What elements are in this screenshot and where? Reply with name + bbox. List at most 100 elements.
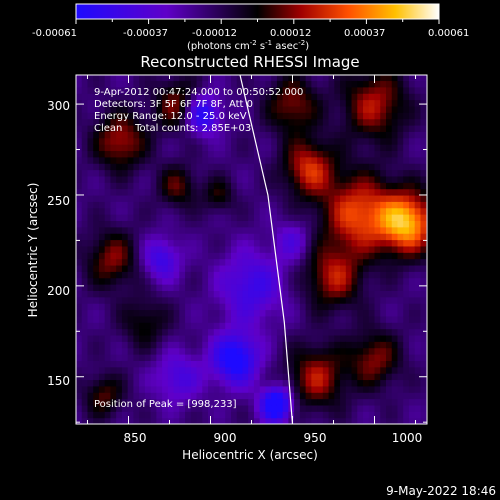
heatmap-cell — [104, 75, 112, 82]
heatmap-cell — [351, 392, 358, 400]
heatmap-cell — [121, 150, 129, 158]
heatmap-cell — [259, 163, 267, 171]
plot-area — [75, 74, 428, 425]
heatmap-cell — [294, 315, 301, 323]
heatmap-cell — [162, 373, 169, 381]
heatmap-cell — [420, 341, 427, 349]
heatmap-cell — [248, 277, 255, 285]
heatmap-cell — [93, 207, 100, 215]
heatmap-cell — [259, 385, 267, 393]
heatmap-cell — [305, 118, 312, 126]
heatmap-cell — [236, 194, 244, 202]
heatmap-cell — [403, 252, 410, 260]
heatmap-cell — [253, 354, 261, 361]
heatmap-cell — [167, 347, 175, 355]
heatmap-cell — [133, 264, 140, 272]
y-axis-label: Heliocentric Y (arcsec) — [26, 183, 40, 318]
heatmap-cell — [340, 86, 347, 94]
heatmap-cell — [380, 417, 387, 424]
heatmap-cell — [420, 99, 427, 107]
heatmap-cell — [420, 264, 427, 272]
heatmap-cell — [81, 105, 89, 113]
heatmap-cell — [87, 233, 94, 241]
heatmap-cell — [162, 303, 169, 311]
heatmap-cell — [374, 392, 381, 400]
heatmap-cell — [121, 124, 129, 132]
heatmap-cell — [110, 220, 117, 228]
heatmap-cell — [236, 156, 244, 164]
heatmap-cell — [173, 354, 180, 361]
heatmap-cell — [305, 86, 312, 94]
heatmap-cell — [144, 392, 152, 400]
heatmap-cell — [271, 258, 278, 266]
heatmap-cell — [294, 214, 301, 222]
heatmap-cell — [116, 354, 123, 361]
heatmap-cell — [190, 118, 198, 126]
heatmap-cell — [345, 220, 353, 228]
heatmap-cell — [265, 264, 272, 272]
heatmap-cell — [110, 131, 117, 139]
heatmap-cell — [386, 201, 393, 209]
heatmap-cell — [414, 252, 422, 260]
heatmap-cell — [345, 252, 353, 260]
heatmap-cell — [190, 341, 198, 349]
heatmap-cell — [420, 144, 427, 152]
heatmap-cell — [219, 175, 226, 183]
heatmap-cell — [167, 284, 175, 291]
heatmap-cell — [116, 334, 123, 342]
heatmap-cell — [311, 264, 318, 272]
heatmap-cell — [81, 144, 89, 152]
heatmap-cell — [368, 137, 376, 145]
heatmap-cell — [276, 99, 284, 107]
heatmap-cell — [408, 411, 416, 419]
heatmap-cell — [208, 334, 215, 342]
heatmap-cell — [368, 118, 376, 126]
heatmap-cell — [167, 245, 175, 253]
heatmap-cell — [368, 99, 376, 107]
heatmap-cell — [196, 309, 203, 317]
heatmap-cell — [340, 118, 347, 126]
heatmap-cell — [311, 385, 318, 393]
heatmap-cell — [208, 86, 215, 94]
heatmap-cell — [317, 322, 324, 330]
heatmap-cell — [110, 271, 117, 279]
heatmap-cell — [236, 258, 244, 266]
heatmap-cell — [253, 373, 261, 381]
heatmap-cell — [276, 75, 284, 82]
heatmap-cell — [116, 290, 123, 298]
heatmap-cell — [202, 93, 209, 101]
heatmap-cell — [420, 175, 427, 183]
heatmap-cell — [150, 303, 157, 311]
heatmap-cell — [408, 75, 416, 82]
heatmap-cell — [104, 347, 112, 355]
heatmap-cell — [340, 169, 347, 177]
heatmap-cell — [380, 175, 387, 183]
heatmap-cell — [190, 194, 198, 202]
heatmap-cell — [162, 175, 169, 183]
heatmap-cell — [408, 296, 416, 304]
heatmap-cell — [265, 80, 272, 88]
heatmap-cell — [403, 207, 410, 215]
heatmap-cell — [236, 392, 244, 400]
heatmap-cell — [87, 214, 94, 222]
heatmap-cell — [340, 334, 347, 342]
heatmap-cell — [294, 264, 301, 272]
heatmap-cell — [121, 163, 129, 171]
heatmap-cell — [288, 296, 295, 304]
heatmap-cell — [133, 315, 140, 323]
heatmap-cell — [173, 360, 180, 368]
heatmap-cell — [236, 271, 244, 279]
heatmap-cell — [311, 112, 318, 120]
heatmap-cell — [93, 233, 100, 241]
heatmap-cell — [391, 417, 399, 424]
heatmap-cell — [196, 194, 203, 202]
heatmap-cell — [242, 252, 249, 260]
heatmap-cell — [110, 290, 117, 298]
heatmap-cell — [357, 290, 364, 298]
heatmap-cell — [242, 404, 249, 412]
heatmap-cell — [271, 86, 278, 94]
heatmap-cell — [248, 233, 255, 241]
heatmap-cell — [173, 175, 180, 183]
heatmap-cell — [127, 214, 135, 222]
heatmap-cell — [98, 373, 106, 381]
